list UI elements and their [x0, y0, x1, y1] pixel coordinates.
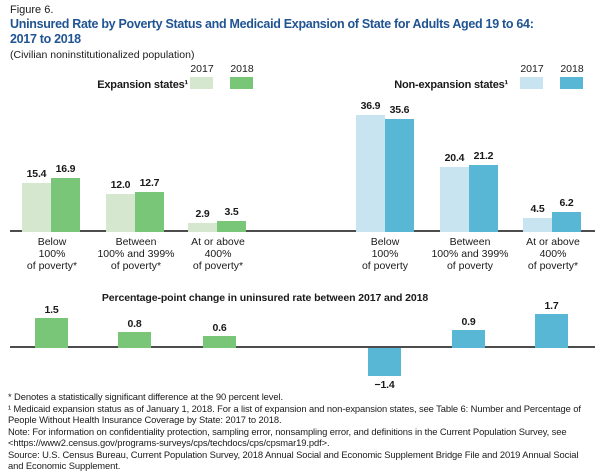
top-axis-line — [10, 230, 595, 232]
legend-swatch-2017-expansion — [190, 77, 213, 89]
bar-value-non-expansion-2018-2: 6.2 — [559, 197, 574, 210]
change-bar-value-0: 1.5 — [44, 304, 59, 316]
change-bar-2 — [203, 336, 236, 348]
figure-number: Figure 6. — [10, 4, 54, 16]
change-bar-value-2: 0.6 — [212, 322, 227, 334]
bar-expansion-2018-2 — [217, 220, 246, 232]
bar-non-expansion-2018-2 — [552, 212, 581, 232]
bar-value-expansion-2018-1: 12.7 — [139, 176, 160, 189]
bar-non-expansion-2017-0 — [356, 115, 385, 232]
change-bar-4 — [452, 330, 485, 348]
footnote-asterisk: * Denotes a statistically significant di… — [8, 391, 283, 402]
category-label-expansion-0: Below 100% of poverty* — [26, 236, 78, 272]
category-label-expansion-1: Between 100% and 399% of poverty* — [97, 236, 175, 272]
bar-expansion-2018-0 — [51, 178, 80, 232]
category-label-non-expansion-2: At or above 400% of poverty* — [526, 236, 580, 272]
legend-swatch-2018-expansion — [230, 77, 253, 89]
legend-title-non-expansion: Non-expansion states¹ — [394, 79, 508, 91]
bar-value-non-expansion-2018-0: 35.6 — [389, 104, 410, 117]
bar-expansion-2018-1 — [135, 191, 164, 232]
footnote-expansion-status: ¹ Medicaid expansion status as of Januar… — [8, 403, 581, 426]
change-bar-value-3: −1.4 — [374, 379, 395, 391]
legend-year-2018-non-expansion: 2018 — [560, 63, 584, 75]
bar-expansion-2017-0 — [22, 183, 51, 232]
change-bar-5 — [535, 314, 568, 348]
bar-value-non-expansion-2017-0: 36.9 — [360, 100, 381, 113]
category-label-non-expansion-1: Between 100% and 399% of poverty — [431, 236, 509, 272]
bottom-chart-title: Percentage-point change in uninsured rat… — [101, 292, 429, 304]
bar-non-expansion-2017-2 — [523, 217, 552, 232]
change-bar-0 — [35, 318, 68, 348]
change-bar-1 — [118, 332, 151, 348]
bar-value-non-expansion-2017-1: 20.4 — [444, 152, 465, 165]
legend-swatch-2018-non-expansion — [560, 77, 583, 89]
legend-year-2017-expansion: 2017 — [190, 63, 214, 75]
bar-value-expansion-2018-0: 16.9 — [55, 163, 76, 176]
footnote-source: Source: U.S. Census Bureau, Current Popu… — [8, 449, 579, 472]
legend-year-2018-expansion: 2018 — [230, 63, 254, 75]
change-bar-value-4: 0.9 — [461, 316, 476, 328]
change-bar-value-5: 1.7 — [544, 300, 559, 312]
category-label-non-expansion-0: Below 100% of poverty — [361, 236, 409, 272]
legend-swatch-2017-non-expansion — [520, 77, 543, 89]
bar-value-non-expansion-2018-1: 21.2 — [473, 149, 494, 162]
bar-value-expansion-2017-2: 2.9 — [195, 207, 210, 220]
bar-value-expansion-2018-2: 3.5 — [224, 205, 239, 218]
change-bar-3 — [368, 348, 401, 376]
category-label-expansion-2: At or above 400% of poverty* — [191, 236, 245, 272]
legend-year-2017-non-expansion: 2017 — [520, 63, 544, 75]
bar-expansion-2017-2 — [188, 222, 217, 232]
figure-title: Uninsured Rate by Poverty Status and Med… — [10, 17, 534, 46]
bottom-axis-line — [10, 346, 595, 348]
footnote-note: Note: For information on confidentiality… — [8, 426, 567, 449]
bar-value-expansion-2017-1: 12.0 — [110, 178, 131, 191]
bar-non-expansion-2018-1 — [469, 164, 498, 232]
figure-subtitle: (Civilian noninstitutionalized populatio… — [10, 49, 195, 61]
bar-expansion-2017-1 — [106, 193, 135, 232]
bar-value-non-expansion-2017-2: 4.5 — [530, 202, 545, 215]
legend-title-expansion: Expansion states¹ — [97, 79, 188, 91]
bar-value-expansion-2017-0: 15.4 — [26, 168, 47, 181]
bar-non-expansion-2017-1 — [440, 167, 469, 232]
bar-non-expansion-2018-0 — [385, 119, 414, 232]
change-bar-value-1: 0.8 — [127, 318, 142, 330]
